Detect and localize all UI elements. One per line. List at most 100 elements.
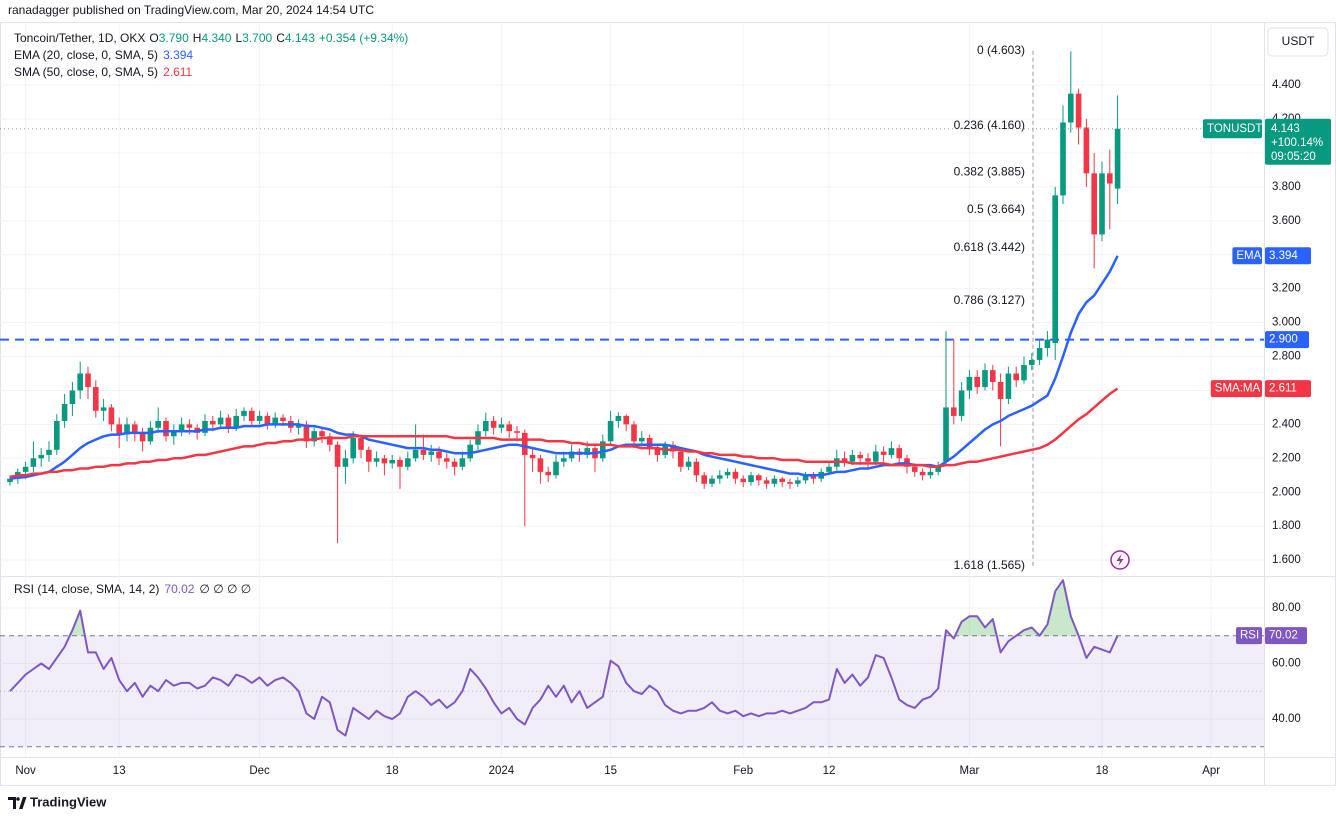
- candle-body: [756, 475, 762, 481]
- candle-body: [826, 466, 832, 472]
- candle-body: [69, 390, 76, 405]
- published-note: ranadagger published on TradingView.com,…: [8, 3, 374, 17]
- currency-button-box[interactable]: [1267, 27, 1329, 57]
- candle-body: [639, 437, 645, 442]
- candle-body: [545, 471, 551, 476]
- fib-level-label: 0.618 (3.442): [954, 240, 1025, 254]
- candle-body: [537, 458, 544, 472]
- legend-series: EMA (20, close, 0, SMA, 5) 3.394: [14, 48, 193, 62]
- x-tick-label: 18: [1096, 765, 1109, 777]
- candle-body: [1052, 195, 1058, 343]
- candle-body: [108, 407, 115, 425]
- candle-body: [966, 376, 973, 391]
- candle-body: [974, 376, 980, 388]
- legend-series-name: SMA (50, close, 0, SMA, 5): [14, 65, 158, 79]
- candle-body: [444, 458, 450, 462]
- candle-body: [1099, 173, 1105, 235]
- y-tick-label: 3.000: [1272, 317, 1301, 329]
- alert-icon[interactable]: [1110, 550, 1130, 570]
- candle-body: [717, 475, 723, 479]
- candle-body: [1114, 128, 1121, 189]
- axis-tag-text: EMA: [1236, 250, 1261, 262]
- candle-body: [1021, 365, 1027, 381]
- candle-body: [693, 461, 700, 476]
- rsi-legend: RSI (14, close, SMA, 14, 2) 70.02 ∅ ∅ ∅ ∅: [14, 582, 251, 596]
- candle-body: [163, 420, 169, 437]
- candle-body: [483, 420, 489, 432]
- rsi-tick-label: 80.00: [1272, 602, 1301, 614]
- candle-body: [373, 458, 380, 462]
- candle-body: [919, 471, 926, 476]
- candle-body: [623, 415, 629, 425]
- candle-body: [233, 415, 239, 428]
- axis-tag-box: [1236, 627, 1262, 645]
- axis-tag-box: [1232, 247, 1262, 265]
- fib-level-label: 0 (4.603): [977, 43, 1025, 57]
- candle-body: [225, 417, 232, 428]
- candle-body: [1029, 359, 1035, 366]
- candle-body: [436, 451, 442, 459]
- candle-body: [1091, 173, 1097, 235]
- rsi-pane: [0, 579, 1264, 748]
- legend-ohlc-key: L: [235, 31, 242, 45]
- legend-series: SMA (50, close, 0, SMA, 5) 2.611: [14, 65, 193, 79]
- candle-body: [155, 420, 161, 428]
- axis-tags: TONUSDT 4.143 +100.14% 09:05:20 2.900 EMA 3.39…: [1203, 118, 1331, 645]
- candle-body: [584, 448, 590, 455]
- candle-body: [1013, 373, 1019, 381]
- axis-tag-text: +100.14%: [1271, 137, 1323, 149]
- candle-body: [256, 415, 263, 421]
- alert-icon-bolt[interactable]: [1116, 554, 1124, 566]
- axis-tag-text: RSI: [1240, 630, 1259, 642]
- candle-body: [295, 424, 302, 428]
- candle-body: [397, 460, 403, 467]
- logo-mark: [8, 797, 27, 809]
- candle-body: [459, 458, 466, 467]
- candle-body: [802, 475, 809, 481]
- candle-body: [951, 407, 957, 416]
- y-tick-label: 2.200: [1272, 452, 1301, 464]
- candle-body: [124, 424, 130, 435]
- axis-tag-box: [1265, 247, 1311, 265]
- fib-level-label: 0.382 (3.885): [954, 165, 1025, 179]
- candle-body: [1060, 122, 1066, 196]
- logo-dot: [16, 797, 20, 801]
- grid: [0, 23, 1264, 757]
- footer-logo: TradingView: [8, 794, 107, 809]
- candle-body: [1083, 127, 1090, 174]
- axis-tag-box: [1265, 380, 1311, 398]
- candle-body: [912, 466, 918, 472]
- legend-series-name: EMA (20, close, 0, SMA, 5): [14, 48, 158, 62]
- candle-body: [22, 466, 29, 472]
- candle-body: [607, 420, 614, 442]
- candle-body: [38, 454, 44, 459]
- candle-body: [334, 444, 341, 467]
- candle-body: [740, 478, 746, 483]
- brand-name: TradingView: [30, 794, 107, 809]
- candle-body: [210, 420, 216, 425]
- candle-body: [132, 424, 138, 433]
- candle-body: [311, 431, 317, 442]
- legend-ohlc-value: 4.340: [201, 31, 231, 45]
- currency-label[interactable]: USDT: [1282, 34, 1315, 48]
- candle-body: [529, 454, 536, 459]
- axis-tag-text: 70.02: [1269, 630, 1298, 642]
- currency-button[interactable]: USDT: [1267, 27, 1329, 57]
- legend-ohlc-key: H: [193, 31, 202, 45]
- x-tick-label: 13: [113, 765, 126, 777]
- candle-body: [303, 424, 310, 442]
- candle-body: [498, 424, 505, 428]
- x-tick-label: Apr: [1202, 765, 1220, 777]
- x-tick-label: Mar: [959, 765, 979, 777]
- candle-body: [701, 475, 707, 484]
- candle-body: [1036, 348, 1043, 360]
- fib-level-label: 0.236 (4.160): [954, 118, 1025, 132]
- candle-body: [810, 475, 817, 479]
- candle-body: [381, 458, 388, 464]
- rsi-tick-label: 60.00: [1272, 658, 1301, 670]
- candle-body: [202, 420, 208, 433]
- legend-ohlc-value: 4.143: [285, 31, 315, 45]
- legend-main: Toncoin/Tether, 1D, OKX O3.790 H4.340 L3.70…: [14, 31, 408, 45]
- candle-body: [779, 478, 785, 483]
- candle-body: [420, 449, 427, 455]
